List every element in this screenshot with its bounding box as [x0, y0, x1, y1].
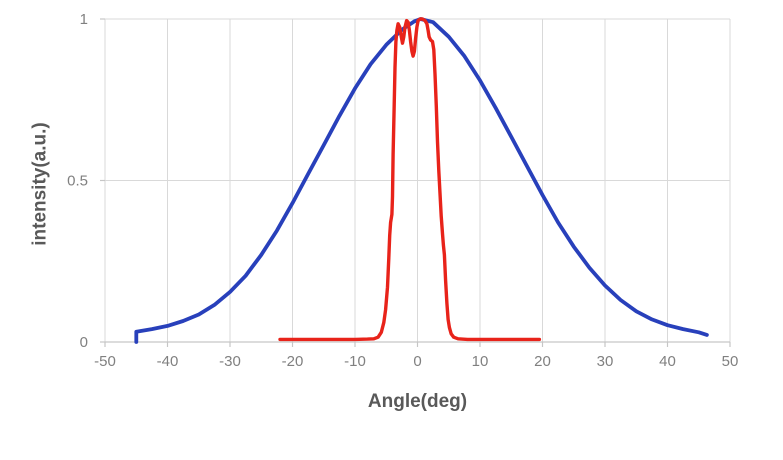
y-tick-label: 0	[80, 334, 88, 351]
x-tick-label: 40	[659, 353, 676, 370]
x-tick-label: -10	[344, 353, 366, 370]
x-tick-label: -50	[94, 353, 116, 370]
x-tick-label: 0	[413, 353, 421, 370]
y-tick-label: 1	[80, 11, 88, 28]
tick-labels: -50 -40 -30 -20 -10 0 10 20 30 40 50 0 0.5 1	[67, 11, 738, 370]
x-tick-label: -40	[157, 353, 179, 370]
x-tick-label: 30	[597, 353, 614, 370]
y-axis-title: intensity(a.u.)	[29, 122, 51, 246]
x-tick-label: -30	[219, 353, 241, 370]
narrow-intensity-profile-line	[278, 17, 542, 342]
x-tick-label: -20	[282, 353, 304, 370]
x-tick-label: 20	[534, 353, 551, 370]
x-axis-title: Angle(deg)	[367, 391, 468, 412]
axes	[100, 18, 731, 347]
gridlines	[104, 18, 731, 342]
x-tick-label: 50	[722, 353, 739, 370]
data-series	[134, 17, 709, 344]
y-tick-label: 0.5	[67, 173, 88, 190]
x-tick-label: 10	[472, 353, 489, 370]
